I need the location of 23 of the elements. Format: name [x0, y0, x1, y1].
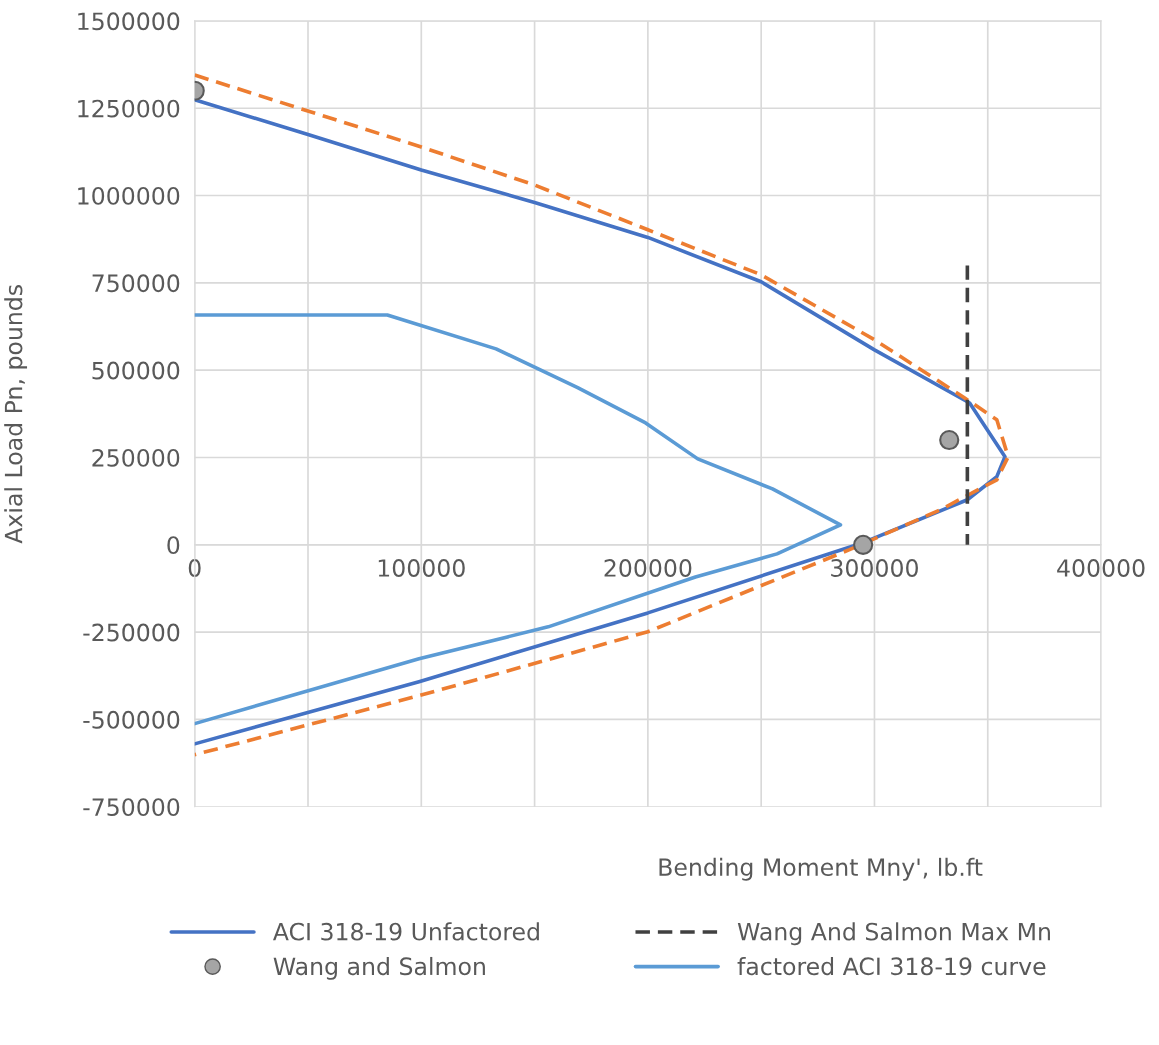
y-tick-label: 1000000 [78, 186, 180, 205]
point [853, 534, 874, 555]
x-tick-label: 400000 [1057, 559, 1145, 577]
y-tick-label: -250000 [83, 623, 180, 642]
y-tick-label: 0 [167, 536, 180, 555]
y-tick-label: 250000 [92, 448, 180, 467]
legend-label: factored ACI 318-19 curve [737, 956, 1046, 976]
x-tick-label: 0 [188, 559, 201, 577]
point [939, 429, 960, 451]
legend-label: ACI 318-19 Unfactored [272, 922, 539, 941]
y-tick-label: -750000 [83, 798, 180, 817]
x-tick-label: 300000 [831, 559, 918, 577]
x-tick-label: 100000 [378, 559, 465, 577]
y-tick-label: 1500000 [78, 12, 180, 31]
y-axis-title: Axial Load Pn, pounds [4, 285, 28, 544]
x-tick-label: 200000 [604, 559, 692, 577]
y-tick-label: 500000 [92, 361, 180, 380]
x-axis-title: Bending Moment Mny', lb.ft [659, 857, 983, 881]
legend-label: Wang and Salmon [273, 956, 485, 980]
y-tick-label: 750000 [92, 274, 180, 293]
y-tick-label: 1250000 [78, 99, 180, 118]
legend-label: Wang And Salmon Max Mn [737, 922, 1050, 946]
y-tick-label: -500000 [83, 710, 180, 729]
